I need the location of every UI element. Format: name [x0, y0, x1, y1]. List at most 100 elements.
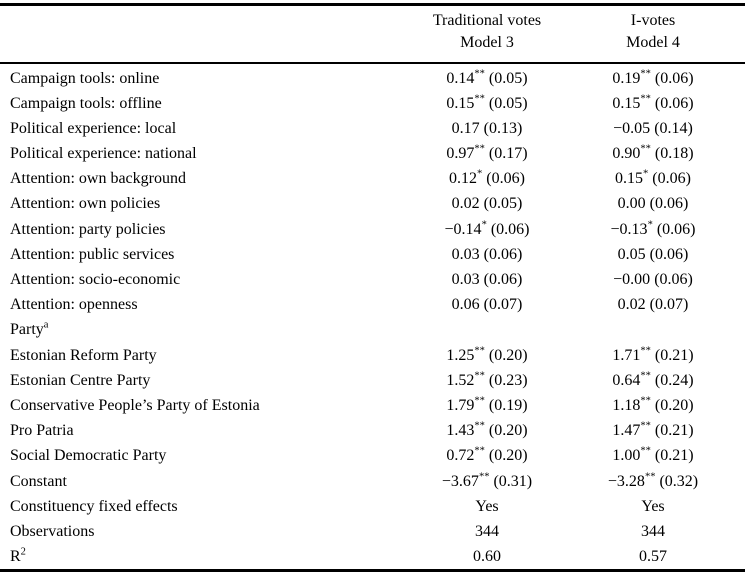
coefficient: 0.17	[451, 119, 480, 137]
column-group-label: Traditional votes	[432, 11, 542, 29]
significance-stars: *	[477, 168, 483, 180]
row-label-text: Constituency fixed effects	[10, 497, 178, 515]
table-row: Attention: own background 0.12* (0.06) 0.…	[0, 166, 745, 191]
model4-value: −0.13* (0.06)	[597, 217, 709, 242]
table-row: Campaign tools: online 0.14** (0.05) 0.19…	[0, 66, 745, 91]
coefficient: 0.02	[617, 296, 646, 314]
standard-error: (0.06)	[483, 245, 523, 263]
row-label-text: Attention: own background	[10, 170, 186, 188]
table-row: Conservative People’s Party of Estonia 1…	[0, 393, 745, 418]
standard-error: (0.24)	[654, 371, 694, 389]
standard-error: (0.18)	[654, 145, 694, 163]
coefficient: 0.97	[446, 145, 475, 163]
standard-error: (0.06)	[654, 94, 694, 112]
significance-stars: **	[640, 345, 651, 357]
table-bottom-rule	[0, 569, 745, 573]
coefficient: 1.00	[612, 447, 641, 465]
model4-value: −3.28** (0.32)	[597, 469, 709, 494]
coefficient: 1.18	[612, 396, 641, 414]
standard-error: (0.06)	[486, 170, 525, 188]
table-row: Campaign tools: offline 0.15** (0.05) 0.1…	[0, 91, 745, 116]
significance-stars: *	[647, 219, 653, 231]
row-label: Attention: own background	[10, 166, 377, 191]
standard-error: (0.17)	[488, 145, 528, 163]
significance-stars: **	[640, 370, 651, 382]
standard-error: (0.31)	[493, 472, 533, 490]
significance-stars: **	[474, 395, 485, 407]
model3-value: 1.79** (0.19)	[377, 393, 597, 418]
coefficient: 344	[475, 522, 499, 540]
significance-stars: **	[640, 68, 651, 80]
coefficient: 0.02	[451, 195, 480, 213]
header-spacer	[10, 10, 377, 54]
standard-error: (0.06)	[649, 195, 689, 213]
row-label-superscript: 2	[20, 546, 26, 558]
model4-value: 1.71** (0.21)	[597, 343, 709, 368]
significance-stars: **	[640, 93, 651, 105]
row-label-text: Estonian Reform Party	[10, 346, 157, 364]
row-label: Attention: party policies	[10, 217, 377, 242]
standard-error: (0.32)	[659, 472, 699, 490]
row-label: Social Democratic Party	[10, 443, 377, 468]
model4-value	[597, 317, 709, 342]
model3-value: −3.67** (0.31)	[377, 469, 597, 494]
row-label: Attention: openness	[10, 292, 377, 317]
coefficient: 0.15	[612, 94, 641, 112]
standard-error: (0.13)	[483, 119, 523, 137]
model4-value: Yes	[597, 494, 709, 519]
row-label: Campaign tools: online	[10, 66, 377, 91]
row-label: Constituency fixed effects	[10, 494, 377, 519]
table-row: Constituency fixed effects Yes Yes	[0, 494, 745, 519]
column-header-i-votes: I-votes Model 4	[597, 10, 709, 54]
model4-value: 0.15** (0.06)	[597, 91, 709, 116]
standard-error: (0.05)	[488, 94, 528, 112]
row-label-text: Conservative People’s Party of Estonia	[10, 396, 260, 414]
significance-stars: **	[644, 471, 656, 483]
coefficient: −0.00	[613, 271, 651, 288]
table-row: R2 0.60 0.57	[0, 544, 745, 569]
row-label-text: Attention: own policies	[10, 195, 161, 213]
significance-stars: **	[474, 143, 485, 155]
model3-value: 344	[377, 519, 597, 544]
table-row: Attention: own policies 0.02 (0.05) 0.00(…	[0, 191, 745, 216]
significance-stars: **	[478, 471, 490, 483]
row-label-text: Campaign tools: online	[10, 69, 160, 87]
model4-value: 1.18** (0.20)	[597, 393, 709, 418]
row-label: Political experience: national	[10, 141, 377, 166]
row-label: Partya	[10, 317, 377, 342]
column-header-traditional-votes: Traditional votes Model 3	[377, 10, 597, 54]
model3-value: 0.97** (0.17)	[377, 141, 597, 166]
coefficient: 0.60	[473, 548, 501, 566]
coefficient: 1.71	[612, 346, 641, 364]
standard-error: (0.06)	[483, 271, 523, 288]
model4-value: 1.00** (0.21)	[597, 443, 709, 468]
row-label-text: Estonian Centre Party	[10, 371, 151, 389]
coefficient: 0.90	[612, 145, 641, 163]
coefficient: 0.00	[617, 195, 646, 213]
standard-error: (0.06)	[654, 69, 694, 87]
table-row: Estonian Reform Party 1.25** (0.20) 1.71*…	[0, 343, 745, 368]
significance-stars: **	[474, 68, 485, 80]
row-label: Constant	[10, 469, 377, 494]
column-model-label: Model 3	[460, 33, 514, 51]
row-label-text: Party	[10, 321, 44, 339]
row-label-text: Attention: public services	[10, 245, 175, 263]
standard-error: (0.19)	[488, 396, 528, 414]
table-row: Pro Patria 1.43** (0.20) 1.47** (0.21)	[0, 418, 745, 443]
model3-value: 1.43** (0.20)	[377, 418, 597, 443]
model3-value: 0.60	[377, 544, 597, 569]
coefficient: −3.28	[607, 472, 645, 490]
standard-error: (0.06)	[649, 245, 689, 263]
coefficient: Yes	[641, 497, 665, 515]
coefficient: 0.57	[639, 548, 667, 566]
standard-error: (0.20)	[488, 346, 528, 364]
column-model-label: Model 4	[626, 33, 680, 51]
table-row: Constant −3.67** (0.31) −3.28** (0.32)	[0, 469, 745, 494]
table-row: Political experience: local 0.17 (0.13) −…	[0, 116, 745, 141]
table-row: Attention: openness 0.06 (0.07) 0.02 (0.07…	[0, 292, 745, 317]
significance-stars: *	[643, 168, 649, 180]
model4-value: 0.00 (0.06)	[597, 191, 709, 216]
row-label: Observations	[10, 519, 377, 544]
model4-value: 344	[597, 519, 709, 544]
coefficient: 0.12	[449, 170, 478, 188]
